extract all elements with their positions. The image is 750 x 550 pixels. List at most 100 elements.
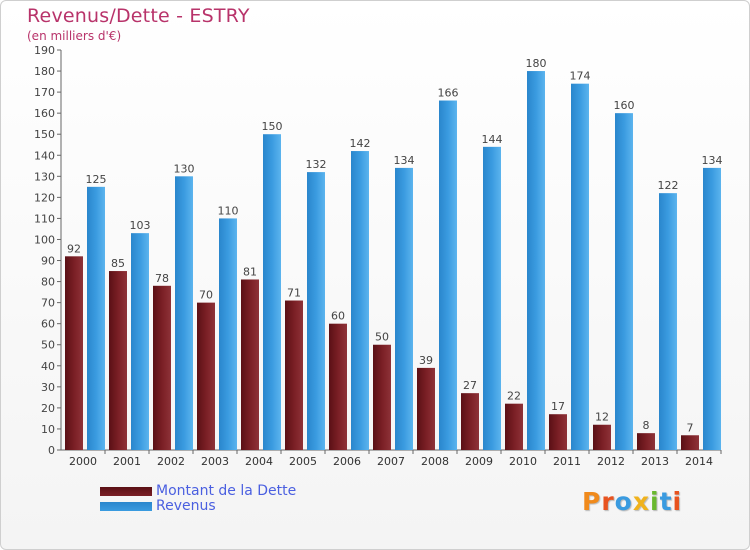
legend-item-dette: Montant de la Dette (100, 484, 296, 499)
x-tick-label: 2005 (289, 455, 317, 468)
data-label-revenus: 150 (262, 120, 283, 133)
data-label-revenus: 130 (174, 162, 195, 175)
legend-label-dette: Montant de la Dette (156, 483, 297, 499)
x-tick-label: 2003 (201, 455, 229, 468)
bar-dette (329, 323, 347, 450)
x-tick-label: 2011 (553, 455, 581, 468)
y-tick-label: 180 (34, 65, 55, 78)
bar-dette (285, 300, 303, 450)
bar-revenus (703, 167, 721, 451)
data-label-dette: 81 (243, 265, 257, 278)
data-label-dette: 85 (111, 257, 125, 270)
bar-revenus (659, 193, 677, 450)
y-tick-label: 110 (34, 212, 55, 225)
x-tick-label: 2013 (641, 455, 669, 468)
logo-letter: i (650, 487, 660, 516)
legend: Montant de la Dette Revenus (100, 484, 296, 514)
data-label-revenus: 160 (614, 99, 635, 112)
x-tick-label: 2010 (509, 455, 537, 468)
chart-title: Revenus/Dette - ESTRY (27, 5, 250, 27)
x-tick-label: 2004 (245, 455, 273, 468)
data-label-dette: 70 (199, 289, 213, 302)
logo-letter: P (582, 487, 602, 516)
logo-letter: o (614, 487, 633, 516)
bar-revenus (571, 83, 589, 451)
bar-dette (505, 403, 523, 450)
data-label-revenus: 122 (658, 179, 679, 192)
y-tick-label: 30 (41, 381, 55, 394)
y-tick-label: 190 (34, 44, 55, 57)
data-label-revenus: 134 (394, 154, 415, 167)
bar-revenus (219, 218, 237, 450)
bar-dette (65, 256, 83, 450)
y-tick-label: 130 (34, 170, 55, 183)
data-label-dette: 92 (67, 242, 81, 255)
logo-letter: r (601, 487, 615, 516)
y-tick-label: 70 (41, 297, 55, 310)
bar-dette (153, 285, 171, 450)
bar-dette (109, 271, 127, 450)
logo-letter: x (632, 487, 650, 516)
bar-revenus (439, 100, 457, 451)
bar-dette (461, 393, 479, 450)
bar-revenus (307, 172, 325, 450)
bar-dette (637, 433, 655, 450)
y-tick-label: 0 (48, 444, 55, 457)
y-tick-label: 10 (41, 423, 55, 436)
data-label-revenus: 132 (306, 158, 327, 171)
legend-item-revenus: Revenus (100, 499, 296, 514)
data-label-dette: 8 (643, 419, 650, 432)
data-label-revenus: 110 (218, 204, 239, 217)
x-tick-label: 2014 (685, 455, 713, 468)
y-tick-label: 140 (34, 149, 55, 162)
proxiti-logo: Proxiti (582, 487, 682, 516)
bar-dette (593, 424, 611, 450)
data-label-revenus: 103 (130, 219, 151, 232)
y-tick-label: 120 (34, 191, 55, 204)
data-label-revenus: 174 (570, 70, 591, 83)
data-label-revenus: 142 (350, 137, 371, 150)
bar-dette (417, 367, 435, 450)
data-label-revenus: 134 (702, 154, 723, 167)
data-label-dette: 78 (155, 272, 169, 285)
bar-dette (373, 344, 391, 450)
data-label-revenus: 125 (86, 173, 107, 186)
x-tick-label: 2009 (465, 455, 493, 468)
x-tick-label: 2006 (333, 455, 361, 468)
legend-swatch-revenus (100, 502, 152, 511)
y-tick-label: 160 (34, 107, 55, 120)
data-label-revenus: 180 (526, 57, 547, 70)
data-label-revenus: 166 (438, 87, 459, 100)
y-tick-label: 170 (34, 86, 55, 99)
bar-revenus (131, 233, 149, 450)
data-label-revenus: 144 (482, 133, 503, 146)
logo-letter: t (659, 487, 673, 516)
logo-letter: i (672, 487, 683, 516)
y-tick-label: 80 (41, 276, 55, 289)
legend-swatch-dette (100, 487, 152, 496)
bar-revenus (483, 146, 501, 450)
bar-revenus (263, 134, 281, 451)
bar-revenus (351, 151, 369, 451)
x-tick-label: 2008 (421, 455, 449, 468)
x-tick-label: 2000 (69, 455, 97, 468)
y-tick-label: 100 (34, 233, 55, 246)
bar-revenus (175, 176, 193, 450)
data-label-dette: 12 (595, 411, 609, 424)
y-tick-label: 40 (41, 360, 55, 373)
chart-subtitle: (en milliers d'€) (27, 29, 122, 43)
bar-dette (681, 435, 699, 450)
bar-revenus (87, 186, 105, 450)
data-label-dette: 50 (375, 331, 389, 344)
data-label-dette: 22 (507, 390, 521, 403)
data-label-dette: 27 (463, 379, 477, 392)
legend-label-revenus: Revenus (156, 498, 216, 514)
x-tick-label: 2002 (157, 455, 185, 468)
y-tick-label: 20 (41, 402, 55, 415)
y-tick-label: 150 (34, 128, 55, 141)
data-label-dette: 39 (419, 354, 433, 367)
bar-revenus (615, 113, 633, 450)
x-tick-label: 2001 (113, 455, 141, 468)
y-tick-label: 50 (41, 339, 55, 352)
